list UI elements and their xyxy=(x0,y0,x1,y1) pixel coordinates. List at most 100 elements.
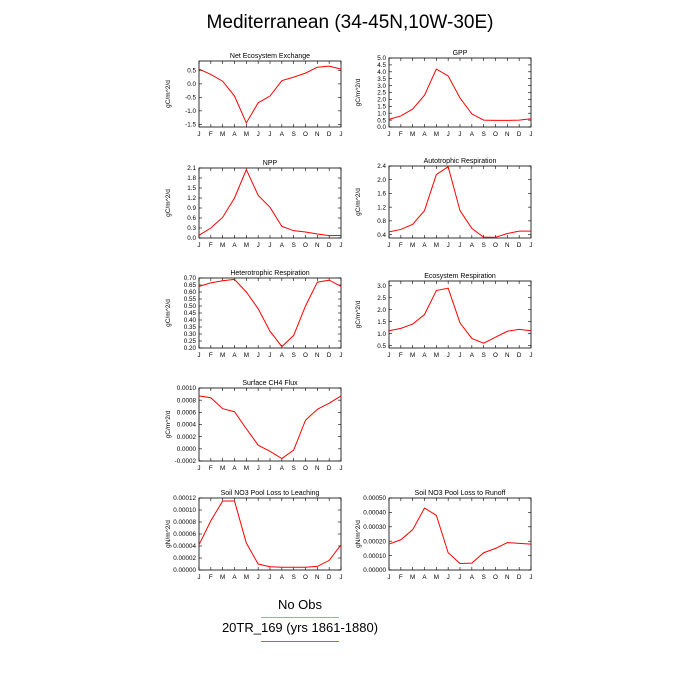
y-tick-label: 0.0002 xyxy=(177,434,197,441)
x-tick-label: J xyxy=(458,242,461,249)
y-tick-label: 0.40 xyxy=(184,317,197,324)
plot-frame xyxy=(198,60,342,128)
y-tick-label: 0.50 xyxy=(184,303,197,310)
y-tick-label: 0.0000 xyxy=(177,446,197,453)
y-tick-label: -1.0 xyxy=(185,108,196,115)
y-tick-label: 0.45 xyxy=(184,310,197,317)
x-tick-label: J xyxy=(458,574,461,581)
x-tick-label: M xyxy=(220,574,225,581)
y-tick-label: 1.2 xyxy=(187,195,196,202)
x-tick-label: S xyxy=(482,242,486,249)
y-tick-label: -0.0002 xyxy=(175,458,197,465)
y-axis-label: gC/m^2/d xyxy=(165,80,172,108)
panel-title: NPP xyxy=(263,160,278,167)
y-tick-label: 0.00006 xyxy=(173,531,196,538)
x-tick-label: J xyxy=(197,131,200,138)
series-line xyxy=(388,165,531,238)
x-tick-label: D xyxy=(327,574,332,581)
x-tick-label: N xyxy=(315,242,320,249)
plot-frame xyxy=(198,167,342,239)
x-tick-label: J xyxy=(257,352,260,359)
panel-title: Ecosystem Respiration xyxy=(424,273,496,280)
y-tick-label: 2.4 xyxy=(377,163,386,170)
y-axis-label: gC/m^2/d xyxy=(165,299,172,327)
x-tick-label: O xyxy=(493,574,498,581)
x-tick-label: J xyxy=(197,465,200,472)
y-tick-label: 0.6 xyxy=(187,215,196,222)
x-tick-label: F xyxy=(399,242,403,249)
y-tick-label: 0.0 xyxy=(187,235,196,242)
y-tick-label: 2.5 xyxy=(377,90,386,97)
x-tick-label: A xyxy=(232,574,237,581)
x-tick-label: J xyxy=(387,131,390,138)
x-tick-label: A xyxy=(280,242,285,249)
x-tick-label: M xyxy=(244,465,249,472)
y-tick-label: 0.60 xyxy=(184,289,197,296)
x-tick-label: O xyxy=(303,242,308,249)
y-tick-label: 0.65 xyxy=(184,282,197,289)
x-tick-label: M xyxy=(244,131,249,138)
x-tick-label: M xyxy=(410,352,415,359)
y-tick-label: 1.8 xyxy=(187,175,196,182)
x-tick-label: N xyxy=(315,131,320,138)
x-tick-label: A xyxy=(422,574,427,581)
x-tick-label: A xyxy=(470,131,475,138)
x-tick-label: A xyxy=(422,131,427,138)
y-tick-label: 2.0 xyxy=(377,97,386,104)
y-tick-label: 0.00000 xyxy=(363,567,386,574)
y-tick-label: 2.0 xyxy=(377,307,386,314)
x-tick-label: O xyxy=(303,465,308,472)
panel-title: Net Ecosystem Exchange xyxy=(230,53,310,60)
y-tick-label: 2.5 xyxy=(377,295,386,302)
x-tick-label: J xyxy=(268,352,271,359)
legend-case-label: 20TR_169 (yrs 1861-1880) xyxy=(221,620,379,635)
series-line xyxy=(198,500,342,568)
x-tick-label: J xyxy=(268,574,271,581)
x-tick-label: F xyxy=(209,465,213,472)
y-tick-label: 0.3 xyxy=(187,225,196,232)
y-tick-label: 1.5 xyxy=(377,319,386,326)
x-tick-label: A xyxy=(422,242,427,249)
legend-obs-label: No Obs xyxy=(277,597,323,612)
y-tick-label: 0.00008 xyxy=(173,519,196,526)
x-tick-label: F xyxy=(399,131,403,138)
panel-title: Heterotrophic Respiration xyxy=(230,270,309,277)
series-line xyxy=(388,287,532,344)
y-tick-label: 0.25 xyxy=(184,338,197,345)
x-tick-label: J xyxy=(529,242,532,249)
panel-title: Soil NO3 Pool Loss to Runoff xyxy=(415,490,506,497)
x-tick-label: O xyxy=(493,131,498,138)
y-tick-label: 0.00050 xyxy=(363,495,386,502)
x-tick-label: M xyxy=(434,352,439,359)
x-tick-label: F xyxy=(209,352,213,359)
y-tick-label: 3.0 xyxy=(377,83,386,90)
x-tick-label: N xyxy=(505,242,510,249)
y-tick-label: 0.4 xyxy=(377,232,386,239)
y-tick-label: 3.5 xyxy=(377,76,386,83)
x-tick-label: N xyxy=(315,352,320,359)
x-tick-label: J xyxy=(339,352,342,359)
x-tick-label: J xyxy=(257,131,260,138)
x-tick-label: J xyxy=(268,465,271,472)
y-axis-label: gN/m^2/d xyxy=(165,520,172,548)
series-line xyxy=(198,65,342,125)
plot-frame xyxy=(388,57,532,128)
x-tick-label: J xyxy=(387,574,390,581)
plot-frame xyxy=(388,280,532,349)
y-tick-label: 0.00010 xyxy=(173,507,196,514)
panel-title: Surface CH4 Flux xyxy=(242,380,298,387)
series-line xyxy=(388,68,532,121)
x-tick-label: S xyxy=(292,465,296,472)
y-tick-label: 0.0 xyxy=(187,81,196,88)
x-tick-label: M xyxy=(220,465,225,472)
y-tick-label: 0.0008 xyxy=(177,397,197,404)
x-tick-label: J xyxy=(458,131,461,138)
y-tick-label: 0.00002 xyxy=(173,555,196,562)
y-tick-label: 0.00004 xyxy=(173,543,196,550)
y-tick-label: 0.00012 xyxy=(173,495,196,502)
x-tick-label: A xyxy=(232,352,237,359)
y-axis-label: gC/m^2/d xyxy=(355,78,362,106)
